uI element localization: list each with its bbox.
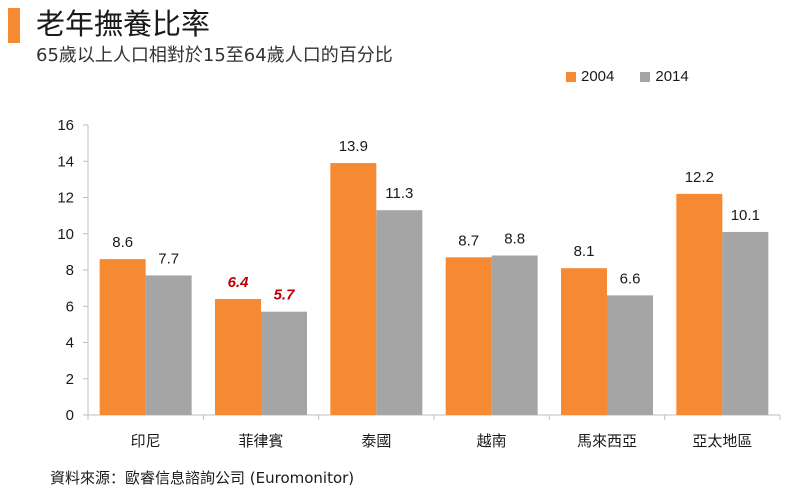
data-label-2004: 8.6	[112, 234, 133, 251]
bar-2014	[722, 231, 769, 415]
legend-item-2004: 2004	[566, 68, 614, 85]
bar-2004	[561, 268, 607, 415]
chart-subtitle: 65歲以上人口相對於15至64歲人口的百分比	[36, 45, 393, 66]
data-label-2014: 8.8	[504, 231, 525, 248]
bar-2014	[376, 210, 423, 415]
bar-2014	[491, 255, 538, 415]
data-label-2004: 12.2	[685, 169, 714, 186]
category-label: 馬來西亞	[577, 432, 637, 450]
legend: 2004 2014	[566, 68, 715, 85]
y-tick-label: 16	[57, 117, 74, 134]
data-label-2004: 8.7	[458, 232, 479, 249]
legend-label-2014: 2014	[655, 68, 689, 85]
data-label-2014: 7.7	[158, 250, 179, 267]
legend-swatch-2014	[640, 71, 651, 82]
legend-label-2004: 2004	[581, 68, 615, 85]
y-tick-label: 12	[57, 190, 74, 207]
category-label: 泰國	[361, 432, 391, 450]
data-label-2014: 5.7	[274, 287, 296, 304]
bar-2004	[99, 259, 146, 415]
data-label-2014: 6.6	[620, 270, 641, 287]
legend-swatch-2004	[566, 71, 576, 82]
category-label: 越南	[477, 432, 507, 450]
y-tick-label: 8	[66, 262, 74, 279]
bar-2014	[261, 311, 307, 415]
y-tick-label: 0	[66, 407, 74, 424]
data-label-2004: 6.4	[228, 274, 250, 291]
legend-item-2014: 2014	[640, 68, 689, 85]
chart-title: 老年撫養比率	[36, 7, 211, 41]
y-tick-label: 14	[57, 153, 74, 170]
bar-2004	[215, 299, 261, 415]
y-tick-label: 6	[66, 298, 74, 315]
bar-2004	[330, 163, 377, 415]
data-label-2004: 13.9	[339, 138, 368, 155]
bar-2014	[607, 295, 653, 415]
data-label-2014: 10.1	[731, 207, 760, 224]
category-label: 亞太地區	[692, 432, 752, 450]
y-tick-label: 4	[66, 335, 74, 352]
y-tick-label: 10	[57, 226, 74, 243]
y-tick-label: 2	[66, 371, 74, 388]
data-label-2004: 8.1	[574, 243, 595, 260]
bar-2004	[676, 193, 723, 415]
bar-2014	[145, 275, 192, 415]
data-label-2014: 11.3	[385, 185, 413, 202]
source-note: 資料來源：歐睿信息諮詢公司 (Euromonitor)	[50, 469, 355, 487]
category-label: 印尼	[131, 432, 161, 450]
bar-2004	[445, 257, 492, 415]
category-label: 菲律賓	[238, 432, 283, 450]
title-accent-bar	[8, 8, 20, 43]
